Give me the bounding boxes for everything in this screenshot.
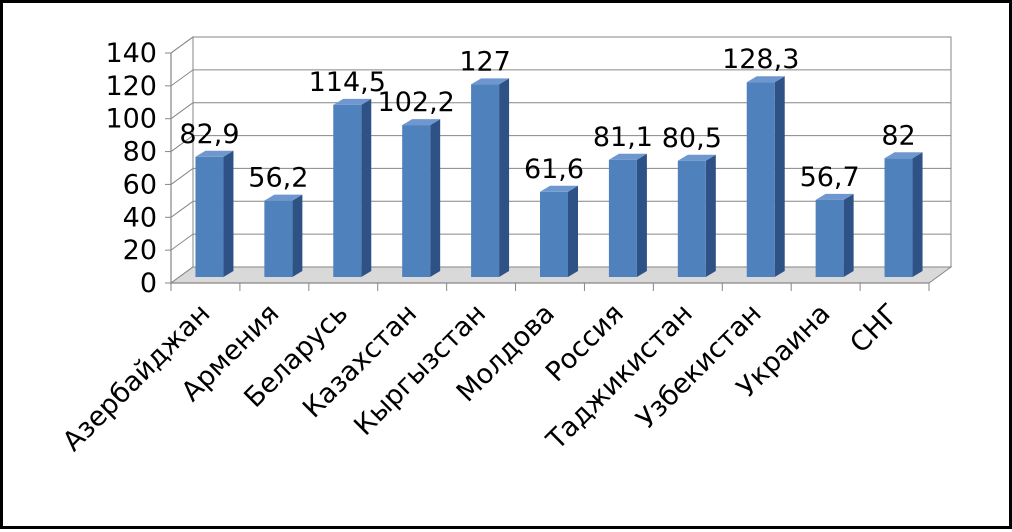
- bar-top: [815, 193, 854, 200]
- gridline-side: [170, 69, 194, 87]
- bar-front: [264, 200, 293, 277]
- bar-front: [402, 125, 431, 277]
- gridline-side: [170, 102, 194, 120]
- bar-top: [540, 185, 578, 192]
- data-label: 80,5: [662, 123, 722, 154]
- y-tick-label: 140: [105, 38, 157, 69]
- bar: [815, 193, 854, 277]
- data-label: 56,7: [800, 162, 860, 193]
- gridline-side: [170, 233, 194, 251]
- bar-front: [677, 160, 706, 277]
- bar-side: [430, 119, 441, 277]
- bar-front: [471, 84, 500, 277]
- bar-front: [195, 156, 224, 277]
- data-label: 81,1: [593, 122, 653, 153]
- bar-front: [815, 199, 844, 277]
- bar-top: [264, 194, 303, 201]
- bar-front: [333, 104, 362, 278]
- bar-top: [884, 152, 923, 159]
- bar: [677, 154, 716, 277]
- y-tick-label: 120: [105, 71, 157, 102]
- bar: [608, 153, 647, 277]
- x-axis-labels: АзербайджанАрменияБеларусьКазахстанКыргы…: [57, 283, 930, 457]
- data-label: 56,2: [248, 163, 308, 194]
- bar-side: [292, 194, 303, 277]
- bar-front: [746, 82, 775, 277]
- bar-front: [884, 158, 913, 277]
- bar-front: [540, 191, 568, 277]
- bar: [884, 152, 923, 277]
- data-label: 82,9: [179, 119, 239, 150]
- bar: [540, 185, 578, 277]
- y-tick-label: 100: [105, 104, 157, 135]
- bar-top: [746, 76, 785, 83]
- bar-side: [499, 78, 510, 277]
- bar: [333, 98, 372, 278]
- bars: [195, 76, 923, 278]
- bar-side: [568, 185, 578, 277]
- gridline-side: [170, 36, 194, 54]
- data-label: 102,2: [378, 87, 455, 118]
- gridline-side: [170, 168, 194, 185]
- bar-side: [843, 193, 854, 277]
- bar-side: [636, 153, 647, 277]
- category-label: СНГ: [844, 298, 905, 359]
- bar-side: [774, 76, 785, 277]
- data-label: 114,5: [309, 67, 386, 98]
- bar-top: [333, 98, 372, 105]
- bar-top: [608, 153, 647, 160]
- y-tick-label: 20: [123, 235, 157, 266]
- y-tick-label: 0: [140, 268, 157, 299]
- bar: [746, 76, 785, 277]
- gridline-side: [170, 135, 194, 152]
- bar-side: [705, 154, 716, 277]
- bar-side: [223, 150, 234, 277]
- bar-top: [402, 119, 441, 126]
- bar-side: [912, 152, 923, 277]
- bar: [264, 194, 303, 277]
- bar-side: [361, 98, 372, 278]
- y-tick-label: 80: [123, 137, 157, 168]
- bar: [471, 78, 510, 277]
- bar: [402, 119, 441, 277]
- data-label: 61,6: [524, 154, 584, 185]
- y-tick-label: 60: [123, 169, 157, 200]
- bar-top: [195, 150, 234, 157]
- y-tick-label: 40: [123, 202, 157, 233]
- side-wall: [170, 36, 194, 284]
- bar: [195, 150, 234, 277]
- data-label: 127: [459, 46, 511, 77]
- bar-front: [608, 159, 637, 277]
- axes: [170, 53, 929, 284]
- data-label: 128,3: [722, 44, 799, 75]
- bar-top: [471, 78, 510, 85]
- data-label: 82: [881, 120, 915, 151]
- bar-top: [677, 154, 716, 161]
- gridline-side: [170, 200, 194, 218]
